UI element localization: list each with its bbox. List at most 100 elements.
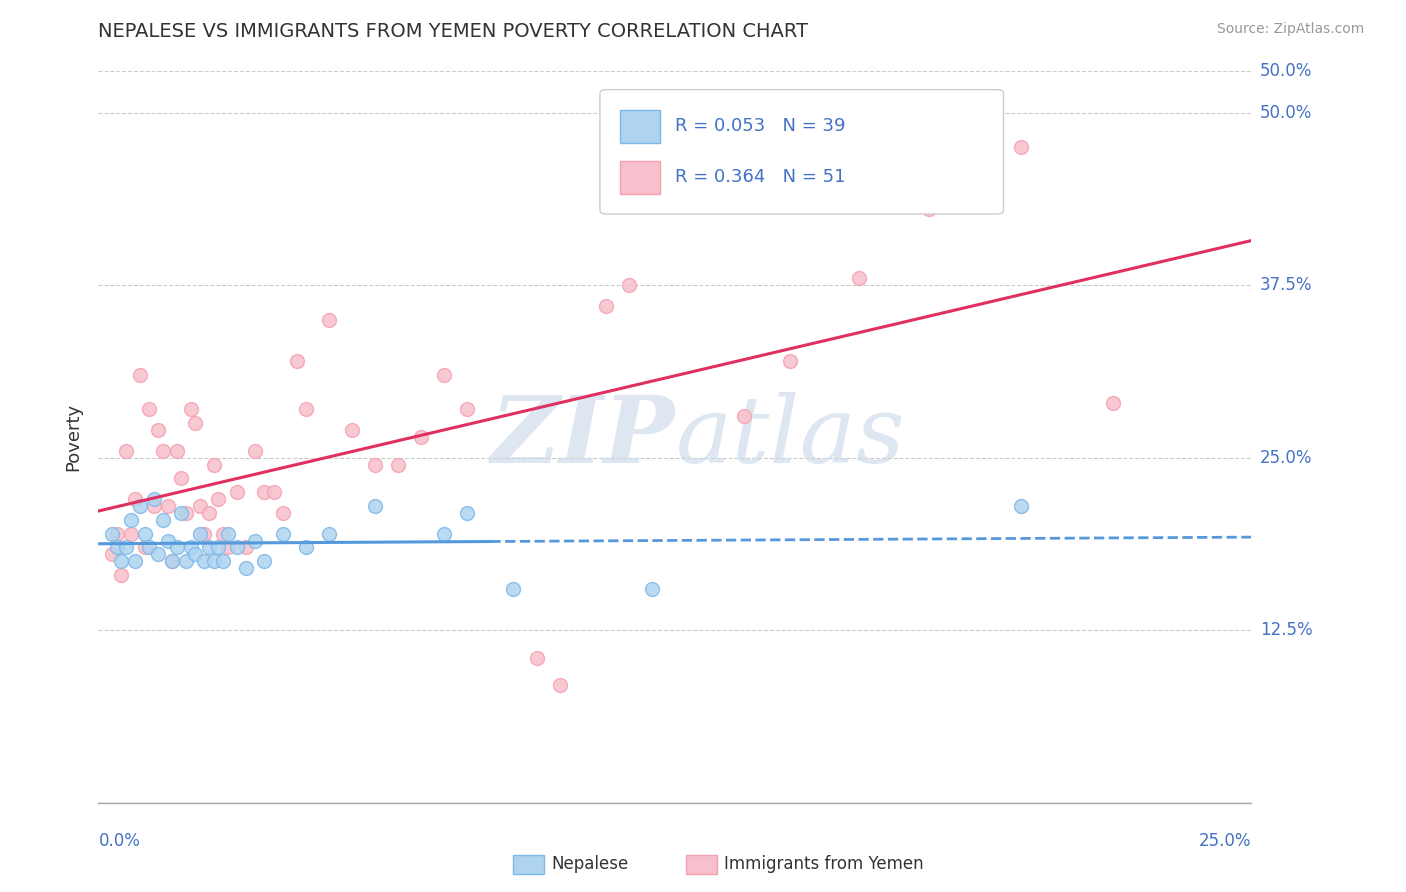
Point <box>156 499 179 513</box>
Point <box>733 409 755 424</box>
Point <box>1102 395 1125 409</box>
Point <box>134 541 156 555</box>
Point <box>193 554 215 568</box>
Point <box>134 526 156 541</box>
Point <box>387 458 409 472</box>
Point <box>120 513 142 527</box>
Point <box>285 354 308 368</box>
Point <box>160 554 183 568</box>
Point <box>138 541 160 555</box>
Point <box>318 526 340 541</box>
Y-axis label: Poverty: Poverty <box>65 403 83 471</box>
Point <box>617 278 640 293</box>
Point <box>180 541 202 555</box>
Point <box>202 554 225 568</box>
Point <box>340 423 363 437</box>
Point <box>184 417 207 431</box>
Point <box>295 402 318 417</box>
Point <box>433 526 456 541</box>
Point <box>207 492 229 507</box>
Point <box>170 506 193 520</box>
Point <box>160 554 183 568</box>
Point <box>212 526 235 541</box>
Point <box>148 548 170 562</box>
Point <box>235 541 257 555</box>
Point <box>235 561 257 575</box>
Point <box>848 271 870 285</box>
Point <box>641 582 664 596</box>
Point <box>101 548 124 562</box>
Point <box>105 526 128 541</box>
Text: R = 0.364   N = 51: R = 0.364 N = 51 <box>675 169 845 186</box>
Point <box>202 458 225 472</box>
Point <box>253 554 276 568</box>
Point <box>174 506 197 520</box>
Bar <box>620 110 659 143</box>
Point <box>138 402 160 417</box>
Point <box>217 541 239 555</box>
Point <box>166 541 188 555</box>
Point <box>129 368 152 382</box>
Point <box>156 533 179 548</box>
Point <box>526 651 548 665</box>
Point <box>152 443 174 458</box>
Text: ZIP: ZIP <box>491 392 675 482</box>
Point <box>174 554 197 568</box>
Point <box>193 526 215 541</box>
Point <box>433 368 456 382</box>
Point <box>212 554 235 568</box>
Text: 25.0%: 25.0% <box>1260 449 1312 467</box>
Text: NEPALESE VS IMMIGRANTS FROM YEMEN POVERTY CORRELATION CHART: NEPALESE VS IMMIGRANTS FROM YEMEN POVERT… <box>98 22 808 41</box>
Text: Source: ZipAtlas.com: Source: ZipAtlas.com <box>1216 22 1364 37</box>
Point <box>245 443 267 458</box>
Point <box>271 526 294 541</box>
Point <box>120 526 142 541</box>
Point <box>502 582 524 596</box>
Text: 50.0%: 50.0% <box>1260 62 1312 80</box>
Text: 12.5%: 12.5% <box>1260 622 1312 640</box>
Text: 0.0%: 0.0% <box>98 832 141 850</box>
Point <box>166 443 188 458</box>
Point <box>105 541 128 555</box>
Point <box>184 548 207 562</box>
Point <box>548 678 571 692</box>
Point <box>110 554 132 568</box>
Point <box>456 402 478 417</box>
Point <box>129 499 152 513</box>
Text: Nepalese: Nepalese <box>551 855 628 873</box>
Point <box>101 526 124 541</box>
Point <box>152 513 174 527</box>
Point <box>295 541 318 555</box>
Point <box>115 443 138 458</box>
Point <box>188 526 211 541</box>
Point <box>411 430 433 444</box>
Bar <box>620 161 659 194</box>
Point <box>217 526 239 541</box>
Point <box>263 485 285 500</box>
Text: R = 0.053   N = 39: R = 0.053 N = 39 <box>675 117 845 136</box>
Point <box>364 499 387 513</box>
Point <box>318 312 340 326</box>
Point <box>271 506 294 520</box>
Point <box>207 541 229 555</box>
Point <box>170 471 193 485</box>
Point <box>148 423 170 437</box>
Point <box>110 568 132 582</box>
Point <box>142 499 165 513</box>
Point <box>253 485 276 500</box>
Point <box>142 492 165 507</box>
Point <box>115 541 138 555</box>
Point <box>225 485 247 500</box>
Point <box>595 299 617 313</box>
Point <box>180 402 202 417</box>
Point <box>124 554 146 568</box>
Text: 37.5%: 37.5% <box>1260 277 1312 294</box>
Point <box>917 202 939 217</box>
Point <box>198 541 221 555</box>
Point <box>188 499 211 513</box>
Point <box>364 458 387 472</box>
Text: 50.0%: 50.0% <box>1260 103 1312 122</box>
Point <box>124 492 146 507</box>
Text: atlas: atlas <box>675 392 905 482</box>
Point <box>456 506 478 520</box>
